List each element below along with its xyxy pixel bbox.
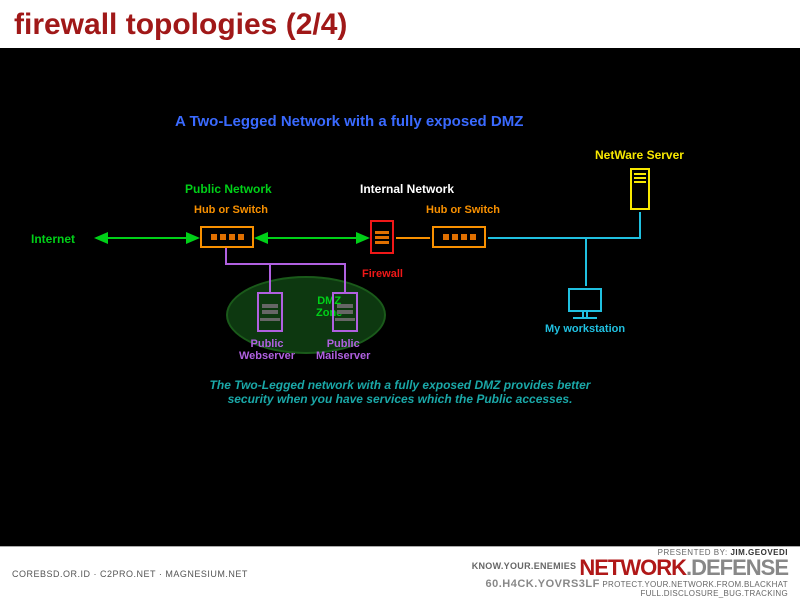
- hub2-label: Hub or Switch: [426, 204, 500, 216]
- public-webserver: [257, 292, 283, 332]
- netware-server: [630, 168, 650, 210]
- footer-left-credits: COREBSD.OR.ID · C2PRO.NET · MAGNESIUM.NE…: [0, 569, 248, 579]
- hub-switch-internal: [432, 226, 486, 248]
- firewall-label: Firewall: [362, 268, 403, 280]
- diagram-caption: The Two-Legged network with a fully expo…: [0, 378, 800, 406]
- firewall-device: [370, 220, 394, 254]
- hub-switch-public: [200, 226, 254, 248]
- footer-right-branding: PRESENTED BY: JIM.GEOVEDI KNOW.YOUR.ENEM…: [472, 549, 800, 598]
- wires-layer: [0, 48, 800, 546]
- slide-title: firewall topologies (2/4): [0, 0, 800, 48]
- workstation-label: My workstation: [545, 323, 625, 335]
- public-mailserver: [332, 292, 358, 332]
- internal-network-label: Internal Network: [360, 182, 454, 196]
- internet-label: Internet: [31, 232, 75, 246]
- mailserver-label: Public Mailserver: [316, 338, 370, 362]
- my-workstation: [568, 288, 602, 319]
- public-network-label: Public Network: [185, 182, 272, 196]
- footer: COREBSD.OR.ID · C2PRO.NET · MAGNESIUM.NE…: [0, 546, 800, 600]
- webserver-label: Public Webserver: [239, 338, 295, 362]
- diagram-area: A Two-Legged Network with a fully expose…: [0, 48, 800, 546]
- netware-server-label: NetWare Server: [595, 148, 684, 162]
- hub1-label: Hub or Switch: [194, 204, 268, 216]
